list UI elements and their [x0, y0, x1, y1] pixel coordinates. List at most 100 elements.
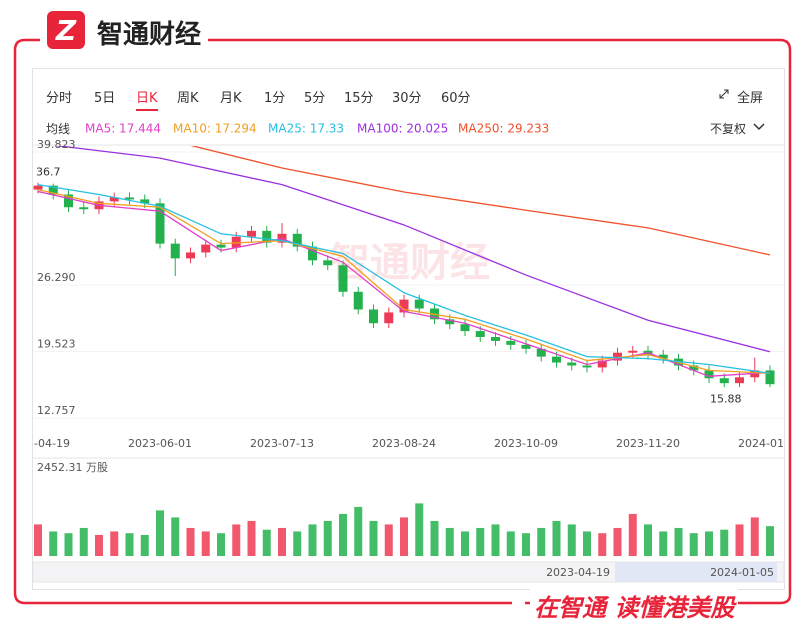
volume-bar [186, 527, 195, 556]
volume-bar [278, 527, 286, 556]
candle-body [338, 265, 348, 292]
volume-bar [232, 524, 241, 556]
candle-body [719, 378, 729, 384]
volume-bar [339, 513, 347, 556]
fullscreen[interactable]: 全屏 [737, 91, 764, 106]
volume-bar [491, 524, 500, 556]
candle-body [48, 185, 58, 195]
slogan: 在智通 读懂港美股 [530, 588, 739, 623]
tab[interactable]: 5分 [304, 91, 326, 106]
tab[interactable]: 5日 [94, 91, 116, 106]
volume-bar [720, 529, 729, 556]
ma-line [37, 190, 771, 377]
volume-bar [95, 534, 103, 556]
y-tick-label: 39.823 [37, 138, 76, 151]
candle-body [475, 331, 485, 337]
logo-mark: Z [55, 14, 77, 47]
tab[interactable]: 1分 [264, 91, 286, 106]
legend-entry: MA25: 17.33 [268, 122, 344, 136]
slogan-right: 读懂港美股 [614, 594, 735, 622]
tab[interactable]: 月K [220, 91, 242, 106]
legend-entry: MA100: 20.025 [357, 122, 448, 136]
ma-line [190, 146, 771, 256]
volume-bar [262, 529, 271, 556]
volume-bar [125, 533, 134, 556]
y-tick-label: 26.290 [37, 271, 76, 284]
candle-body [201, 244, 211, 253]
volume-bar [293, 531, 302, 556]
candle-body [491, 336, 500, 341]
x-tick-label: 2023-08-24 [372, 437, 436, 450]
volume-bar [384, 524, 393, 556]
volume-bar [766, 526, 774, 556]
red-frame [13, 38, 792, 605]
candle-body [231, 236, 241, 248]
tab[interactable]: 日K [136, 87, 158, 111]
slogan-left: 在智通 [534, 594, 606, 622]
legend-entry: MA10: 17.294 [173, 122, 257, 136]
volume-bar [354, 506, 363, 556]
tab[interactable]: 周K [177, 91, 199, 106]
volume-bar [64, 533, 73, 556]
brand: 智通财经 [97, 20, 202, 50]
candle-body [186, 252, 195, 259]
volume-bar [598, 533, 607, 556]
ma-line [54, 146, 771, 353]
candle-body [64, 194, 73, 208]
volume-bar [537, 527, 546, 556]
volume-bar [400, 517, 408, 556]
volume-bar [476, 527, 485, 556]
volume-bar [49, 531, 58, 556]
volume-bar [140, 534, 149, 556]
candle-body [308, 246, 317, 261]
volume-bar [415, 503, 424, 556]
x-tick-label: 2023-11-20 [616, 437, 680, 450]
candle-body [552, 356, 561, 363]
candle-body [536, 348, 546, 357]
candle-body [216, 244, 226, 248]
candle-body [658, 354, 668, 359]
tab[interactable]: 分时 [46, 91, 73, 106]
volume-bar [247, 520, 256, 556]
candle-body [262, 230, 272, 243]
candle-body [292, 233, 302, 247]
volume-bar [445, 527, 454, 556]
adjust[interactable]: 不复权 [710, 122, 747, 136]
x-tick-label: 2023-06-01 [128, 437, 192, 450]
candle-body [414, 299, 424, 309]
y-tick-label: 19.523 [37, 338, 76, 351]
volume-bar [705, 531, 713, 556]
ma-line [37, 188, 771, 375]
candle-body [460, 324, 470, 332]
x-tick-label: 2024-01-05 [738, 437, 802, 450]
watermark: 智通财经 [330, 240, 490, 286]
candle-body [582, 365, 592, 368]
volume-bar [430, 520, 439, 556]
tab[interactable]: 30分 [392, 91, 422, 106]
candle-body [155, 203, 165, 244]
candle-body [384, 312, 394, 324]
volume-bar [201, 531, 210, 556]
slider [32, 561, 785, 583]
volume-bar [613, 527, 622, 556]
volume-bar [628, 513, 637, 556]
volume-bar [308, 524, 317, 556]
slider-window [615, 562, 777, 582]
candle-body [628, 350, 638, 353]
tab[interactable]: 15分 [344, 91, 374, 106]
candle-body [125, 197, 134, 200]
chevron [753, 123, 765, 131]
min-label: 15.88 [710, 392, 742, 405]
y-tick-label: 12.757 [37, 404, 76, 417]
volume-bar [522, 533, 530, 556]
ma-label: 均线 [46, 122, 71, 136]
candle-body [399, 299, 409, 313]
candle-body [704, 370, 714, 379]
candle-body [506, 340, 516, 345]
volume-bar [217, 533, 225, 556]
tab[interactable]: 60分 [441, 91, 471, 106]
legend-entry: MA250: 29.233 [458, 122, 549, 136]
